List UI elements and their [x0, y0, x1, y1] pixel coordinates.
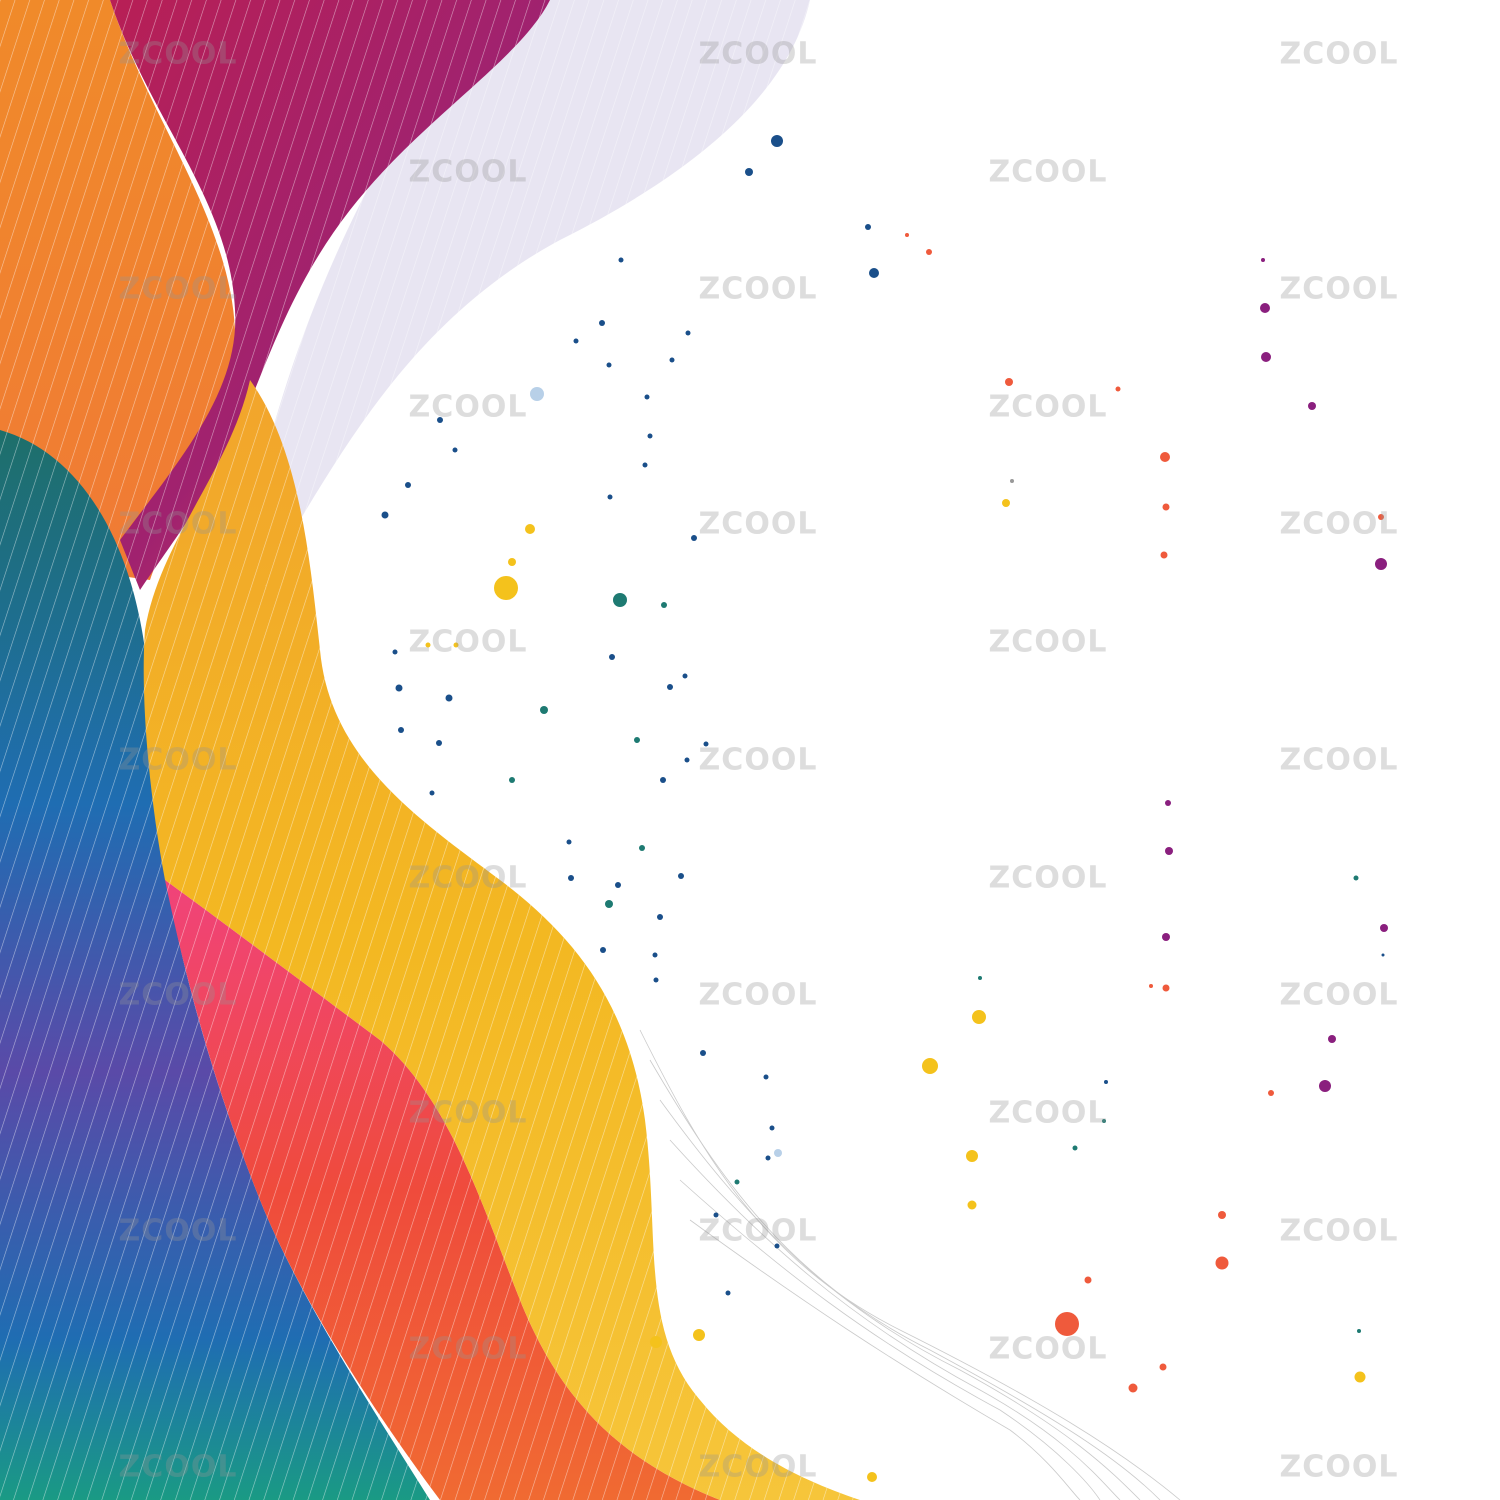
fine-line-fan	[639, 1029, 1181, 1500]
confetti-dots	[381, 135, 1388, 1482]
